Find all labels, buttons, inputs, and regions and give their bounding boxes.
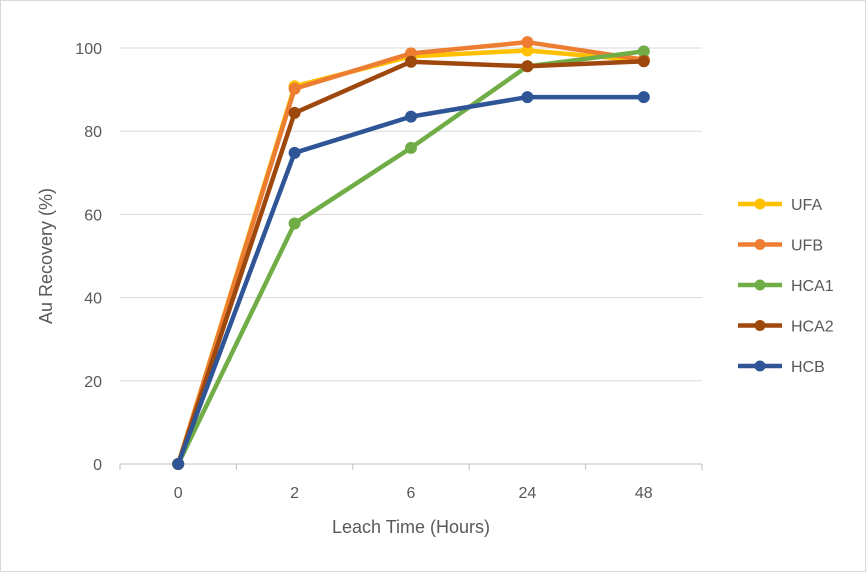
legend-label: HCA1 — [791, 278, 834, 295]
y-tick-label: 80 — [84, 124, 102, 141]
legend-label: UFA — [791, 197, 822, 214]
legend-item: UFB — [738, 238, 823, 255]
data-point — [405, 141, 417, 154]
legend-label: HCB — [791, 359, 825, 376]
data-point — [172, 458, 185, 470]
series-ufb — [172, 36, 650, 470]
data-point — [637, 91, 650, 104]
x-tick-label: 48 — [635, 485, 653, 502]
series-hcb — [172, 91, 650, 470]
data-point — [637, 45, 650, 58]
legend-swatch-marker — [754, 279, 766, 291]
data-point — [521, 36, 534, 49]
legend-item: HCB — [738, 359, 825, 376]
legend-label: UFB — [791, 238, 823, 255]
x-tick-label: 6 — [407, 485, 416, 502]
y-tick-label: 40 — [84, 291, 102, 308]
legend-swatch-marker — [754, 239, 766, 250]
legend-item: HCA2 — [738, 319, 834, 336]
y-tick-label: 100 — [75, 41, 102, 58]
y-tick-labels: 0 20 40 60 80 100 — [75, 41, 102, 474]
legend-swatch-marker — [754, 198, 766, 210]
data-point — [405, 55, 417, 68]
data-point — [288, 146, 301, 159]
y-axis-title: Au Recovery (%) — [36, 188, 56, 324]
y-tick-label: 20 — [84, 374, 102, 391]
series-lines — [172, 36, 650, 470]
x-axis-title: Leach Time (Hours) — [332, 517, 490, 537]
data-point — [288, 217, 301, 230]
data-point — [288, 106, 301, 119]
x-tick-label: 2 — [290, 485, 299, 502]
legend-label: HCA2 — [791, 319, 834, 336]
legend-swatch-marker — [754, 360, 766, 372]
x-tick-label: 24 — [519, 485, 537, 502]
y-tick-label: 0 — [93, 457, 102, 474]
legend-swatch-marker — [754, 320, 766, 331]
axes — [119, 463, 703, 470]
legend-item: HCA1 — [738, 278, 834, 295]
y-tick-label: 60 — [84, 207, 102, 224]
x-tick-label: 0 — [174, 485, 183, 502]
legend: UFA UFB HCA1 HCA2 HCB — [738, 197, 834, 376]
data-point — [288, 82, 301, 95]
data-point — [405, 110, 417, 123]
data-point — [637, 55, 650, 68]
legend-item: UFA — [738, 197, 822, 214]
x-tick-labels: 0 2 6 24 48 — [174, 485, 653, 502]
data-point — [521, 60, 534, 73]
data-point — [521, 91, 534, 104]
